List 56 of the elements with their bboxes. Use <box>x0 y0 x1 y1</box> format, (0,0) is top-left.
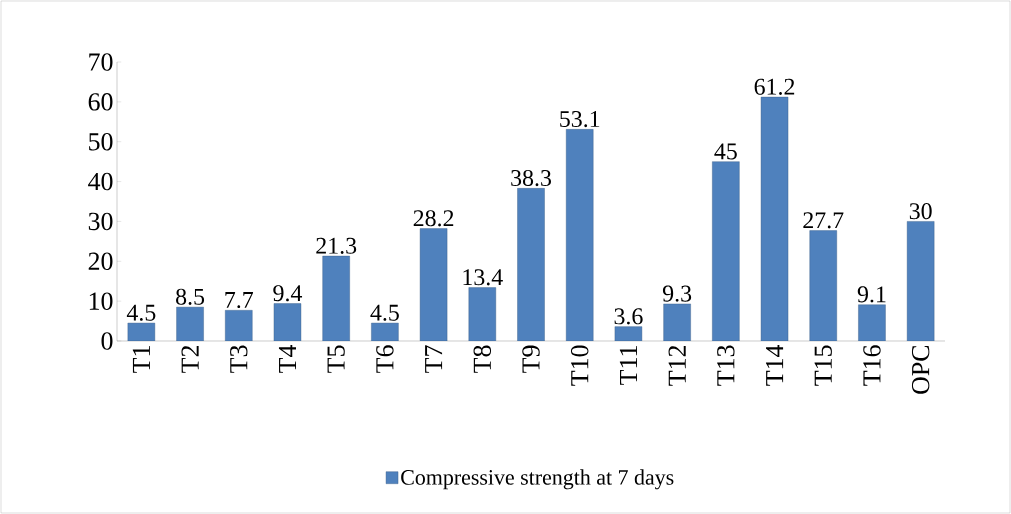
y-tick-label: 0 <box>101 332 113 350</box>
x-tick-label: T8 <box>473 345 492 373</box>
data-label: 27.7 <box>803 212 844 229</box>
x-tick-label: T15 <box>814 345 832 386</box>
bar <box>906 221 935 341</box>
bar <box>419 228 448 341</box>
x-tick-label: T7 <box>425 345 443 373</box>
data-label: 45 <box>714 143 737 160</box>
data-label: 21.3 <box>316 237 357 254</box>
bar <box>760 96 789 341</box>
bar <box>809 230 837 341</box>
x-tick-label: T6 <box>376 345 394 373</box>
x-tick-label: T10 <box>570 345 589 386</box>
data-label: 38.3 <box>511 169 551 187</box>
y-tick-label: 60 <box>88 93 113 111</box>
data-label: 3.6 <box>614 308 643 325</box>
x-tick-label: T12 <box>668 345 686 386</box>
bar <box>322 255 350 341</box>
bar <box>712 161 740 341</box>
data-label: 9.1 <box>857 286 886 303</box>
x-tick-label: T4 <box>278 344 296 373</box>
x-tick-label: T14 <box>765 344 784 386</box>
bar <box>663 303 691 341</box>
data-label: 4.5 <box>126 304 156 321</box>
y-tick-label: 70 <box>89 53 113 71</box>
legend-label: Compressive strength at 7 days <box>401 469 674 490</box>
y-tick-label: 50 <box>89 132 113 151</box>
data-label: 7.7 <box>225 292 254 309</box>
y-tick-label: 20 <box>88 252 113 271</box>
data-label: 9.3 <box>662 285 692 302</box>
x-tick-label: T9 <box>522 345 540 373</box>
x-tick-label: T3 <box>230 345 248 373</box>
data-label: 8.5 <box>176 288 205 305</box>
bar <box>225 310 253 341</box>
bar <box>468 287 496 341</box>
bar <box>858 304 886 341</box>
data-label: 53.1 <box>560 110 600 128</box>
data-label: 61.2 <box>754 78 795 95</box>
data-label: 30 <box>909 203 932 220</box>
x-tick-label: T16 <box>863 345 881 386</box>
bar <box>176 306 204 341</box>
data-label: 4.5 <box>370 304 399 321</box>
y-tick-label: 10 <box>89 292 113 310</box>
bar <box>566 129 594 341</box>
x-tick-label: T13 <box>717 345 735 386</box>
x-tick-label: T5 <box>327 345 345 373</box>
bar <box>517 188 545 341</box>
y-tick-label: 30 <box>88 212 113 231</box>
y-tick-label: 40 <box>88 172 113 191</box>
x-tick-label: T2 <box>181 345 199 373</box>
data-label: 9.4 <box>273 285 303 302</box>
x-tick-label: OPC <box>911 345 930 394</box>
x-tick-label: T11 <box>619 346 637 385</box>
data-label: 13.4 <box>463 269 503 286</box>
data-label: 28.2 <box>413 210 454 227</box>
x-tick-label: T1 <box>132 346 150 373</box>
